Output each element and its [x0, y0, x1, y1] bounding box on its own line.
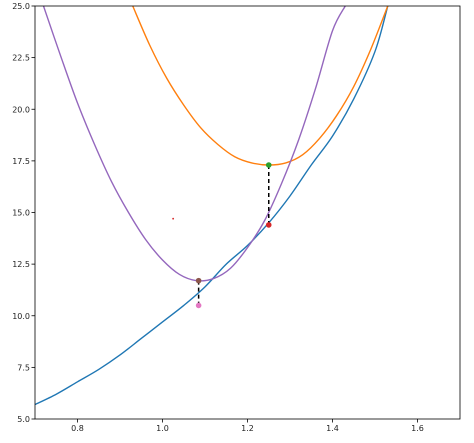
x-tick-label: 1.6 — [411, 424, 424, 433]
data-point-1 — [265, 162, 272, 168]
series-line-1 — [35, 6, 389, 406]
data-point-4 — [195, 302, 202, 309]
marker-layer — [172, 162, 272, 309]
series-line-2 — [132, 6, 389, 166]
y-tick-label: 17.5 — [12, 157, 30, 166]
y-tick-label: 7.5 — [17, 363, 30, 372]
y-tick-label: 22.5 — [12, 54, 30, 63]
plot-frame — [34, 5, 461, 420]
y-tick-label: 10.0 — [12, 312, 30, 321]
x-tick-label: 1.4 — [326, 424, 339, 433]
y-tick-label: 25.0 — [12, 2, 30, 11]
data-point-3 — [195, 277, 202, 284]
y-axis: 5.0 7.5 10.0 12.5 15.0 17.5 20.0 22.5 25.0 — [12, 2, 35, 424]
x-tick-label: 1.2 — [241, 424, 254, 433]
y-tick-label: 12.5 — [12, 260, 30, 269]
series-layer — [35, 6, 389, 406]
series-line-3 — [42, 6, 346, 282]
data-point-5 — [172, 217, 175, 220]
x-axis: 0.8 1.0 1.2 1.4 1.6 — [71, 419, 424, 433]
y-tick-label: 20.0 — [12, 105, 30, 114]
x-tick-label: 1.0 — [156, 424, 169, 433]
y-tick-label: 15.0 — [12, 209, 30, 218]
data-point-2 — [265, 222, 272, 228]
x-tick-label: 0.8 — [71, 424, 84, 433]
y-tick-label: 5.0 — [17, 415, 30, 424]
